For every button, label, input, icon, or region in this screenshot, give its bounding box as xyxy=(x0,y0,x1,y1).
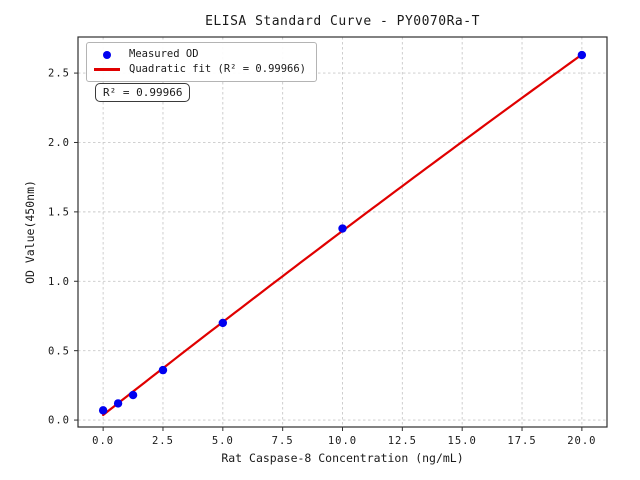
x-tick-label: 17.5 xyxy=(507,435,536,447)
y-tick-label: 2.5 xyxy=(48,68,70,80)
data-point xyxy=(158,365,168,375)
legend-item-measured-od: Measured OD xyxy=(93,47,306,62)
x-tick-label: 10.0 xyxy=(328,435,357,447)
data-point xyxy=(113,399,123,408)
x-tick-label: 20.0 xyxy=(567,435,596,447)
y-tick-label: 1.5 xyxy=(48,206,70,218)
chart-title: ELISA Standard Curve - PY0070Ra-T xyxy=(205,14,480,29)
y-axis-label: OD Value(450nm) xyxy=(23,180,37,284)
x-tick-label: 15.0 xyxy=(448,435,477,447)
data-point xyxy=(577,50,587,60)
quadratic-fit-line-icon xyxy=(94,68,120,71)
x-tick-label: 0.0 xyxy=(92,435,114,447)
legend: Measured OD Quadratic fit (R² = 0.99966) xyxy=(86,42,318,82)
x-axis-label: Rat Caspase-8 Concentration (ng/mL) xyxy=(221,451,464,465)
y-tick-label: 0.0 xyxy=(48,415,70,427)
data-point xyxy=(98,406,108,415)
data-point xyxy=(338,224,347,233)
data-point xyxy=(218,318,228,328)
y-tick-label: 2.0 xyxy=(48,137,70,149)
x-tick-label: 5.0 xyxy=(212,435,234,447)
data-point xyxy=(128,390,138,400)
r-squared-annotation: R² = 0.99966 xyxy=(95,83,191,102)
legend-marker xyxy=(93,50,121,59)
x-tick-label: 12.5 xyxy=(388,435,417,447)
measured-od-dot-icon xyxy=(103,50,111,59)
legend-label: Quadratic fit (R² = 0.99966) xyxy=(129,63,307,75)
legend-marker xyxy=(93,68,121,71)
legend-label: Measured OD xyxy=(129,48,199,60)
y-tick-label: 1.0 xyxy=(48,276,70,288)
y-tick-label: 0.5 xyxy=(48,345,70,357)
x-tick-label: 7.5 xyxy=(272,435,294,447)
x-tick-label: 2.5 xyxy=(152,435,174,447)
legend-item-quadratic-fit: Quadratic fit (R² = 0.99966) xyxy=(93,62,306,77)
